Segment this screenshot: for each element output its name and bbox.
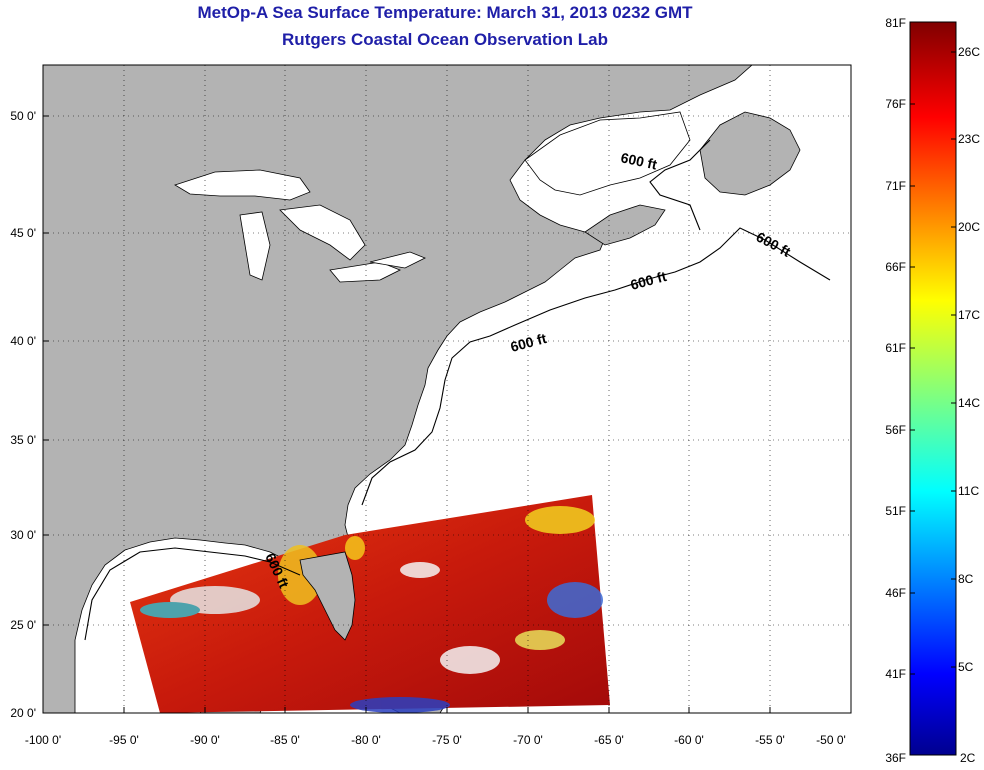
contour-label: 600 ft <box>619 149 658 172</box>
lon-label: -95 0' <box>109 733 139 747</box>
cb-label-f: 66F <box>885 260 906 274</box>
sst-cool-patches <box>140 506 603 713</box>
colorbar-fahrenheit-labels: 81F 76F 71F 66F 61F 56F 51F 46F 41F 36F <box>885 16 906 765</box>
land-nova-scotia <box>584 204 666 246</box>
lat-label: 45 0' <box>10 226 36 240</box>
colorbar-celsius-labels: 26C 23C 20C 17C 14C 11C 8C 5C 2C <box>958 45 980 765</box>
contour-600ft <box>84 139 831 641</box>
cb-label-c: 11C <box>958 484 979 498</box>
lat-label: 25 0' <box>10 618 36 632</box>
cb-label-c: 5C <box>958 660 974 674</box>
land-north-america <box>43 65 753 713</box>
lon-label: -80 0' <box>351 733 381 747</box>
cb-label-f: 51F <box>885 504 906 518</box>
lon-label: -50 0' <box>816 733 846 747</box>
cb-label-c: 20C <box>958 220 980 234</box>
cb-label-f: 46F <box>885 586 906 600</box>
cb-label-f: 61F <box>885 341 906 355</box>
lon-label: -70 0' <box>513 733 543 747</box>
lon-label: -60 0' <box>674 733 704 747</box>
cb-label-f: 56F <box>885 423 906 437</box>
lon-label: -55 0' <box>755 733 785 747</box>
cb-label-f: 36F <box>885 751 906 765</box>
latitude-labels: 50 0' 45 0' 40 0' 35 0' 30 0' 25 0' 20 0… <box>10 109 36 720</box>
lon-label: -65 0' <box>594 733 624 747</box>
colorbar <box>909 21 957 756</box>
lat-label: 40 0' <box>10 334 36 348</box>
cb-label-c: 8C <box>958 572 974 586</box>
cb-label-f: 81F <box>885 16 906 30</box>
lat-label: 35 0' <box>10 433 36 447</box>
cb-label-c: 2C <box>960 751 976 765</box>
cb-label-f: 76F <box>885 97 906 111</box>
cb-label-c: 23C <box>958 132 980 146</box>
grid-lines <box>43 65 851 713</box>
cb-label-f: 41F <box>885 667 906 681</box>
cb-label-c: 17C <box>958 308 980 322</box>
lat-label: 20 0' <box>10 706 36 720</box>
gulf-st-lawrence <box>524 111 691 196</box>
cb-label-c: 26C <box>958 45 980 59</box>
longitude-labels: -100 0' -95 0' -90 0' -85 0' -80 0' -75 … <box>25 733 846 747</box>
lon-label: -85 0' <box>270 733 300 747</box>
map-subtitle: Rutgers Coastal Ocean Observation Lab <box>282 30 608 49</box>
cb-label-f: 71F <box>885 179 906 193</box>
colorbar-ticks <box>910 51 956 675</box>
lat-label: 30 0' <box>10 528 36 542</box>
axis-ticks <box>42 115 852 714</box>
land-florida <box>299 551 356 641</box>
lon-label: -75 0' <box>432 733 462 747</box>
map-title: MetOp-A Sea Surface Temperature: March 3… <box>197 3 693 22</box>
land-newfoundland <box>699 111 801 196</box>
lat-label: 50 0' <box>10 109 36 123</box>
lon-label: -100 0' <box>25 733 61 747</box>
cb-label-c: 14C <box>958 396 980 410</box>
lon-label: -90 0' <box>190 733 220 747</box>
great-lakes <box>174 169 426 283</box>
